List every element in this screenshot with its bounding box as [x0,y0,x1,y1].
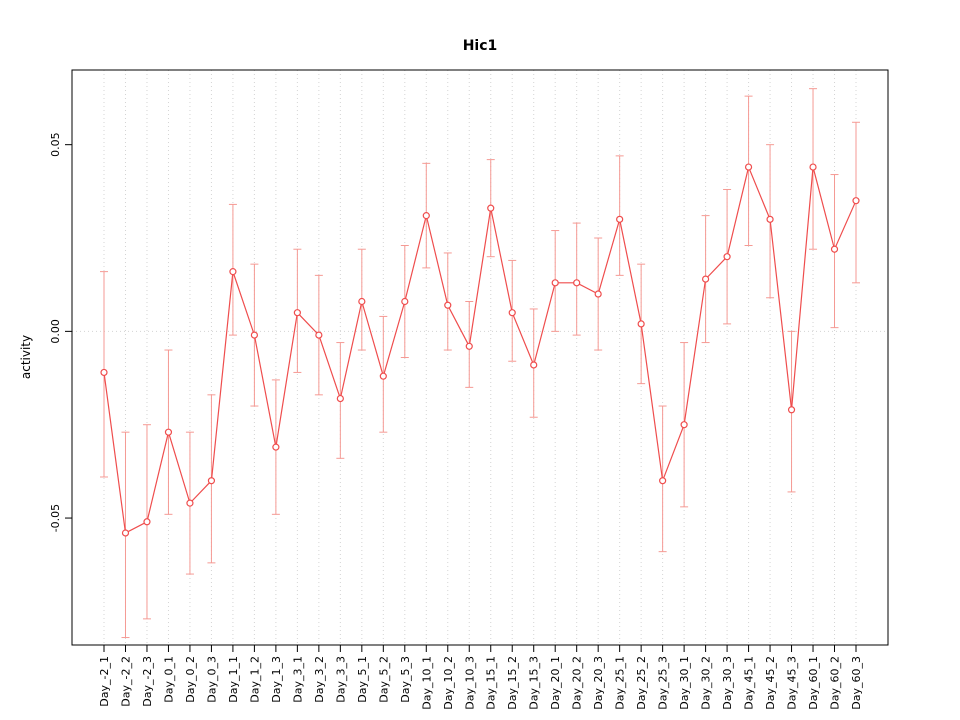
plot-box [71,69,889,646]
x-tick-label: Day_20_2 [571,656,584,710]
data-point [616,215,624,223]
x-tick-label: Day_15_1 [485,656,498,710]
data-point [379,372,387,380]
x-tick-label: Day_5_1 [356,656,369,703]
data-point [830,245,839,253]
data-points [100,163,860,537]
data-point [787,406,796,414]
data-point [766,215,774,223]
x-tick-label: Day_25_2 [635,656,648,710]
data-line [103,165,857,534]
x-tick-label: Day_3_3 [334,656,347,703]
x-tick-label: Day_-2_2 [119,656,132,707]
data-point [701,275,710,283]
data-point [272,443,280,451]
data-point [465,342,473,350]
data-point [659,477,667,485]
data-point [336,394,344,403]
data-point [315,331,323,339]
x-tick-label: Day_60_2 [829,656,842,710]
data-point [250,331,258,339]
data-point [401,297,409,306]
x-tick-label: Day_60_1 [807,656,820,710]
x-tick-label: Day_45_3 [786,656,799,710]
gridlines [103,70,857,645]
error-bars [100,88,860,639]
x-tick-label: Day_1_1 [227,656,240,703]
x-tick-label: Day_-2_3 [141,656,154,707]
x-tick-label: Day_-2_1 [98,656,111,707]
data-point [680,421,688,429]
data-point [551,279,559,287]
y-tick-label: 0.00 [49,319,62,344]
x-tick-label: Day_60_3 [850,656,863,710]
data-point [852,197,860,205]
x-tick-label: Day_30_2 [700,656,713,710]
data-point [530,361,538,369]
x-tick-label: Day_20_3 [592,656,605,710]
data-point [358,297,366,306]
x-tick-label: Day_30_1 [678,656,691,710]
data-point [186,499,194,507]
data-point [121,529,130,537]
x-tick-label: Day_10_3 [463,656,476,710]
data-point [573,279,581,287]
data-point [487,204,495,212]
data-point [422,212,430,220]
data-point [637,320,645,328]
x-tick-label: Day_45_2 [764,656,777,710]
x-tick-label: Day_30_3 [721,656,734,710]
data-point [143,518,151,526]
y-tick-label: 0.05 [49,132,62,157]
data-point [723,253,731,261]
x-tick-label: Day_5_2 [377,656,390,703]
x-tick-label: Day_0_3 [205,656,218,703]
data-point [207,477,216,485]
y-axis: -0.05 0.00 0.05 [49,132,72,532]
x-tick-label: Day_10_1 [420,656,433,710]
y-axis-title: activity [19,334,33,380]
x-tick-label: Day_1_2 [248,656,261,703]
y-tick-label: -0.05 [49,504,62,532]
x-tick-label: Day_3_2 [313,656,326,703]
x-tick-label: Day_0_1 [162,656,175,703]
x-tick-label: Day_15_2 [506,656,519,710]
x-tick-label: Day_25_1 [614,656,627,710]
x-tick-label: Day_10_2 [442,656,455,710]
x-tick-label: Day_0_2 [184,656,197,703]
data-point [229,268,237,276]
data-point [594,290,602,298]
x-tick-label: Day_45_1 [743,656,756,710]
data-point [100,368,108,377]
x-tick-label: Day_20_1 [549,656,562,710]
x-axis: Day_-2_1 Day_-2_2 Day_-2_3 Day_0_1 Day_0_2 Da… [98,645,863,710]
data-point [508,309,516,317]
data-point [744,163,753,171]
x-tick-label: Day_3_1 [291,656,304,703]
x-tick-label: Day_25_3 [657,656,670,710]
data-point [293,309,301,317]
x-tick-label: Day_5_3 [399,656,412,703]
data-point [809,163,817,171]
data-point [444,301,452,309]
x-tick-label: Day_15_3 [528,656,541,710]
data-point [164,428,173,436]
x-tick-label: Day_1_3 [270,656,283,703]
chart-title: Hic1 [462,38,498,54]
